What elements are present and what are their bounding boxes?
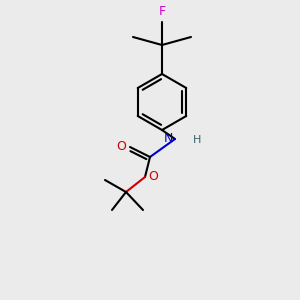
Text: N: N bbox=[164, 133, 173, 146]
Text: O: O bbox=[116, 140, 126, 152]
Text: O: O bbox=[148, 170, 158, 184]
Text: H: H bbox=[193, 135, 201, 145]
Text: F: F bbox=[158, 5, 166, 18]
